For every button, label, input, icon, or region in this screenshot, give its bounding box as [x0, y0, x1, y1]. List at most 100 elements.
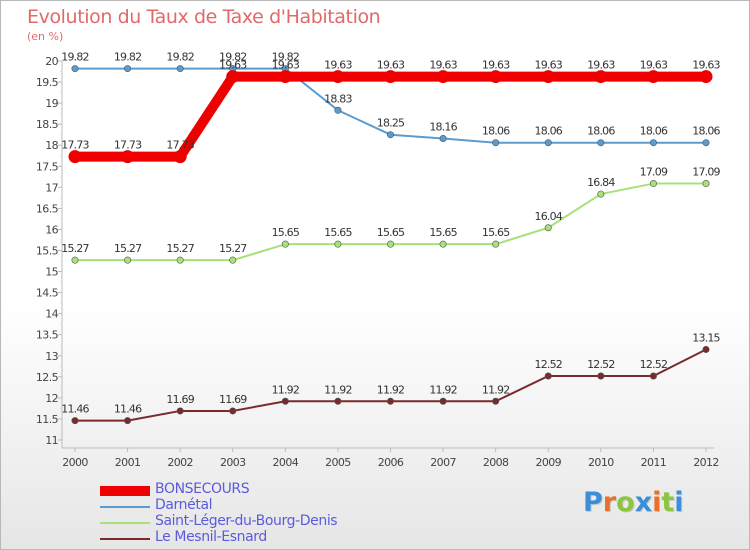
legend-item: Saint-Léger-du-Bourg-Denis	[100, 513, 400, 531]
y-tick-label: 20	[45, 55, 58, 68]
data-point	[331, 70, 345, 84]
data-point	[68, 150, 82, 164]
data-point	[334, 397, 342, 405]
data-label: 11.92	[482, 383, 510, 396]
data-point	[439, 397, 447, 405]
data-point	[544, 224, 552, 232]
data-point	[176, 407, 184, 415]
data-label: 18.06	[692, 125, 720, 138]
data-label: 16.04	[535, 210, 563, 223]
data-label: 12.52	[587, 358, 615, 371]
data-point	[71, 65, 79, 73]
logo-letter: r	[602, 487, 617, 518]
data-label: 18.06	[482, 125, 510, 138]
data-point	[597, 139, 605, 147]
data-label: 19.82	[272, 51, 300, 64]
data-point	[699, 70, 713, 84]
logo-letter: i	[652, 487, 662, 518]
x-tick-label: 2009	[535, 456, 561, 469]
data-label: 11.69	[166, 393, 194, 406]
x-tick-label: 2005	[325, 456, 351, 469]
data-label: 19.82	[219, 51, 247, 64]
x-tick-label: 2002	[167, 456, 193, 469]
legend-label: Saint-Léger-du-Bourg-Denis	[155, 513, 338, 529]
data-label: 12.52	[535, 358, 563, 371]
legend-label: BONSECOURS	[155, 481, 250, 497]
x-tick-label: 2007	[430, 456, 456, 469]
data-label: 18.06	[535, 125, 563, 138]
x-tick-label: 2012	[693, 456, 719, 469]
data-point	[436, 70, 450, 84]
data-label: 17.09	[692, 166, 720, 179]
data-point	[124, 417, 132, 425]
data-point	[646, 70, 660, 84]
data-label: 15.27	[61, 242, 89, 255]
data-point	[439, 134, 447, 142]
data-point	[229, 256, 237, 264]
data-label: 15.65	[429, 226, 457, 239]
data-point	[281, 397, 289, 405]
data-label: 17.09	[640, 166, 668, 179]
data-label: 18.25	[377, 117, 405, 130]
data-point	[594, 70, 608, 84]
y-tick-label: 16	[45, 223, 58, 236]
data-point	[229, 407, 237, 415]
x-tick-label: 2011	[641, 456, 667, 469]
data-point	[278, 70, 292, 84]
data-label: 15.65	[482, 226, 510, 239]
data-label: 19.63	[272, 59, 300, 72]
data-label: 15.27	[219, 242, 247, 255]
data-point	[702, 180, 710, 188]
data-label: 15.27	[166, 242, 194, 255]
legend-item: BONSECOURS	[100, 481, 400, 499]
logo-letter: P	[583, 487, 603, 518]
x-tick-label: 2004	[273, 456, 299, 469]
data-label: 19.63	[377, 59, 405, 72]
legend-label: Darnétal	[155, 497, 213, 513]
data-label: 19.63	[324, 59, 352, 72]
y-tick-label: 12.5	[36, 371, 59, 384]
data-label: 18.06	[587, 125, 615, 138]
data-label: 19.63	[640, 59, 668, 72]
y-tick-label: 11	[45, 434, 58, 447]
data-label: 18.16	[429, 120, 457, 133]
data-label: 11.92	[377, 383, 405, 396]
data-label: 18.06	[640, 125, 668, 138]
data-label: 11.92	[324, 383, 352, 396]
data-label: 12.52	[640, 358, 668, 371]
x-tick-label: 2006	[378, 456, 404, 469]
y-tick-label: 18	[45, 139, 58, 152]
y-tick-label: 17.5	[36, 160, 59, 173]
data-point	[492, 139, 500, 147]
y-tick-label: 16.5	[36, 202, 59, 215]
logo-letter: o	[616, 487, 635, 518]
data-label: 19.63	[429, 59, 457, 72]
data-label: 17.73	[166, 139, 194, 152]
chart-subtitle: (en %)	[27, 30, 64, 43]
x-tick-label: 2000	[62, 456, 88, 469]
data-point	[544, 139, 552, 147]
data-point	[121, 150, 135, 164]
data-point	[384, 70, 397, 84]
data-point	[281, 240, 289, 248]
data-label: 15.65	[324, 226, 352, 239]
data-point	[173, 150, 187, 164]
data-point	[702, 345, 710, 353]
data-point	[176, 256, 184, 264]
data-label: 11.92	[272, 383, 300, 396]
data-label: 19.82	[61, 51, 89, 64]
data-point	[124, 256, 132, 264]
data-label: 15.65	[377, 226, 405, 239]
data-label: 11.92	[429, 383, 457, 396]
x-tick-label: 2010	[588, 456, 614, 469]
data-point	[386, 240, 394, 248]
data-label: 18.83	[324, 92, 352, 105]
legend-label: Le Mesnil-Esnard	[155, 529, 267, 545]
legend-swatch	[100, 506, 150, 508]
data-point	[702, 139, 710, 147]
y-tick-label: 15	[45, 266, 58, 279]
legend-swatch	[100, 486, 150, 496]
chart-legend: BONSECOURS Darnétal Saint-Léger-du-Bourg-D…	[100, 481, 400, 547]
